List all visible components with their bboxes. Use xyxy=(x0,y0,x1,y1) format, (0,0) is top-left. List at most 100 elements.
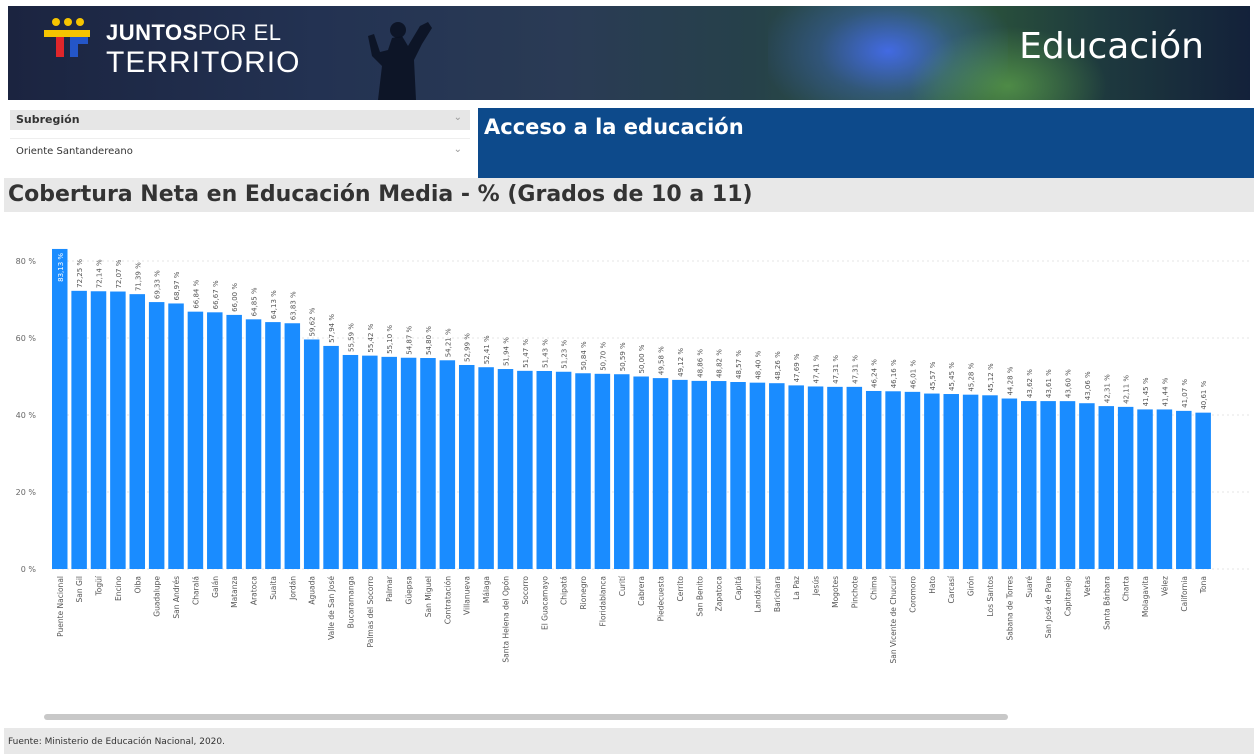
x-category-label: Palmar xyxy=(385,575,394,602)
bar-value-label: 51,47 % xyxy=(522,339,530,368)
x-category-label: Zapatoca xyxy=(715,576,724,611)
x-category-label: Cerrito xyxy=(676,576,685,602)
bar xyxy=(439,360,456,569)
header-banner: JUNTOSPOR EL TERRITORIO Educación xyxy=(8,6,1250,100)
bar xyxy=(458,364,475,569)
bar-value-label: 45,45 % xyxy=(948,362,956,391)
x-category-label: Chipatá xyxy=(560,576,569,605)
chevron-down-icon[interactable]: ⌄ xyxy=(453,112,462,123)
bar xyxy=(323,345,339,569)
bar xyxy=(420,358,436,569)
bar xyxy=(381,356,397,569)
bar-value-label: 63,83 % xyxy=(289,291,297,320)
bar xyxy=(1059,401,1076,569)
banner-glow-green xyxy=(908,26,1108,100)
x-category-label: Socorro xyxy=(521,576,530,605)
bar-value-label: 46,16 % xyxy=(890,359,898,388)
x-category-label: Vélez xyxy=(1160,576,1169,596)
x-category-label: Aratoca xyxy=(250,576,259,605)
bar-value-label: 54,80 % xyxy=(425,326,433,355)
x-category-label: San Benito xyxy=(695,576,704,617)
subregion-filter: Subregión ⌄ Oriente Santandereano ⌄ xyxy=(10,110,470,170)
x-category-label: San Gil xyxy=(75,576,84,602)
bar xyxy=(110,291,126,569)
y-tick-label: 80 % xyxy=(16,257,37,266)
bar xyxy=(400,357,417,569)
chart-title: Cobertura Neta en Educación Media - % (G… xyxy=(8,182,753,207)
x-category-label: Chima xyxy=(870,576,879,600)
section-title: Acceso a la educación xyxy=(484,115,744,139)
bar xyxy=(672,379,688,569)
bar-value-label: 51,23 % xyxy=(561,339,569,368)
x-category-label: Charalá xyxy=(191,576,200,605)
page-title: Educación xyxy=(1019,26,1204,67)
bar-value-label: 49,12 % xyxy=(677,348,685,377)
bar xyxy=(691,380,708,569)
bar xyxy=(71,290,87,569)
bar-value-label: 72,25 % xyxy=(76,259,84,288)
bar xyxy=(265,322,281,569)
x-category-label: Tona xyxy=(1199,576,1208,594)
y-tick-label: 0 % xyxy=(21,565,37,574)
bar-value-label: 57,94 % xyxy=(328,314,336,343)
x-category-label: Suaita xyxy=(269,576,278,600)
bar xyxy=(904,391,921,569)
bar-value-label: 59,62 % xyxy=(309,307,317,336)
x-category-label: Hato xyxy=(928,576,937,594)
horizontal-scrollbar[interactable] xyxy=(44,714,1008,720)
x-category-label: Matanza xyxy=(230,576,239,608)
x-category-label: Cabrera xyxy=(637,576,646,606)
x-category-label: Rionegro xyxy=(579,576,588,610)
x-category-label: Jesús xyxy=(812,576,821,596)
x-category-label: Capitá xyxy=(734,576,743,600)
bar-value-label: 48,40 % xyxy=(754,350,762,379)
logo-icon xyxy=(44,18,90,57)
bar-value-label: 51,43 % xyxy=(541,339,549,368)
bar-value-label: 50,59 % xyxy=(619,342,627,371)
bar-value-label: 66,00 % xyxy=(231,283,239,312)
subregion-filter-header[interactable]: Subregión ⌄ xyxy=(10,110,470,130)
x-category-label: Vetas xyxy=(1083,576,1092,597)
bar xyxy=(129,294,146,569)
bar-value-label: 43,61 % xyxy=(1045,369,1053,398)
bar xyxy=(633,376,649,569)
x-category-label: Pinchote xyxy=(850,576,859,609)
x-category-label: Bucaramanga xyxy=(346,576,355,628)
bar xyxy=(807,386,824,569)
bar-value-label: 69,33 % xyxy=(154,270,162,299)
bar xyxy=(924,393,940,569)
x-category-label: Barichara xyxy=(773,576,782,612)
x-category-label: Floridablanca xyxy=(598,576,607,626)
x-category-label: Suaré xyxy=(1025,576,1034,598)
bar xyxy=(303,339,320,569)
bar-value-label: 50,00 % xyxy=(638,344,646,373)
bar xyxy=(1195,412,1211,569)
logo-text-bottom: TERRITORIO xyxy=(106,46,301,79)
x-category-label: Santa Helena del Opón xyxy=(501,576,510,663)
bar-value-label: 52,41 % xyxy=(483,335,491,364)
bar-value-label: 42,11 % xyxy=(1123,375,1131,404)
bar-value-label: 45,28 % xyxy=(968,362,976,391)
bar-value-label: 48,82 % xyxy=(716,349,724,378)
bar xyxy=(730,382,746,569)
bar xyxy=(226,314,242,569)
bar xyxy=(536,370,552,569)
x-category-label: California xyxy=(1180,576,1189,612)
bar-value-label: 50,70 % xyxy=(599,342,607,371)
x-category-label: Mogotes xyxy=(831,576,840,608)
dropdown-chevron-icon[interactable]: ⌄ xyxy=(453,144,462,155)
x-category-label: La Paz xyxy=(792,576,801,600)
x-category-label: Güepsa xyxy=(405,576,414,604)
x-category-label: Valle de San José xyxy=(327,576,336,640)
bar-value-label: 43,62 % xyxy=(1026,369,1034,398)
bar xyxy=(982,395,998,569)
x-category-label: Contratación xyxy=(443,576,452,625)
bar-value-label: 41,07 % xyxy=(1181,379,1189,408)
bar xyxy=(1001,398,1018,569)
x-category-label: Los Santos xyxy=(986,576,995,617)
bar xyxy=(865,390,882,569)
subregion-dropdown[interactable]: Oriente Santandereano ⌄ xyxy=(10,138,470,165)
x-category-label: Landázuri xyxy=(753,576,762,613)
bar-value-label: 43,06 % xyxy=(1084,371,1092,400)
bar xyxy=(749,382,766,569)
